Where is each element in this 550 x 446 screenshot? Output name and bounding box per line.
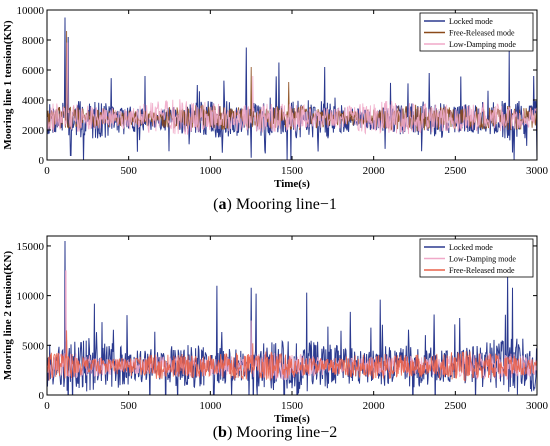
y-axis-label: Mooring line 1 tension(KN) <box>2 20 14 150</box>
y-tick-label: 10000 <box>17 291 45 303</box>
x-tick-label: 3000 <box>526 165 549 177</box>
legend-entry: Locked mode <box>449 243 493 252</box>
x-tick-label: 1000 <box>199 400 222 412</box>
x-tick-label: 1500 <box>281 165 304 177</box>
x-tick-label: 3000 <box>526 400 549 412</box>
chart-2: 0 500 1000 1500 2000 2500 3000 0 5000 10000 15000 T… <box>2 235 549 425</box>
x-tick-label: 2000 <box>363 400 386 412</box>
caption-b-letter: b <box>218 424 227 441</box>
caption-b: (b) Mooring line−2 <box>212 424 338 441</box>
caption-a-text: Mooring line−1 <box>235 196 337 213</box>
y-tick-label: 2000 <box>22 125 45 137</box>
y-axis-label: Mooring line 2 tension(KN) <box>2 251 14 381</box>
x-tick-label: 1500 <box>281 400 304 412</box>
legend-entry: Locked mode <box>449 17 493 26</box>
caption-b-text: Mooring line−2 <box>236 424 338 441</box>
x-tick-label: 2500 <box>444 400 467 412</box>
x-tick-label: 0 <box>44 165 50 177</box>
legend-entry: Free-Released mode <box>449 266 515 275</box>
chart-1: 0 500 1000 1500 2000 2500 3000 0 2000 4000 6000 800… <box>2 5 549 190</box>
plot-area <box>47 240 537 395</box>
legend-entry: Low-Damping mode <box>449 255 516 264</box>
legend-entry: Free-Released mode <box>449 29 515 38</box>
y-tick-label: 6000 <box>22 65 45 77</box>
y-tick-label: 15000 <box>17 241 45 253</box>
x-tick-label: 1000 <box>199 165 222 177</box>
caption-a-letter: a <box>218 196 227 213</box>
x-axis-label: Time(s) <box>274 178 310 190</box>
x-axis-label: Time(s) <box>274 413 310 425</box>
x-tick-label: 500 <box>120 165 137 177</box>
y-tick-label: 8000 <box>22 35 45 47</box>
y-tick-label: 0 <box>39 155 45 167</box>
series-line-3 <box>47 330 537 382</box>
y-tick-label: 10000 <box>17 5 45 17</box>
x-tick-label: 500 <box>120 400 137 412</box>
y-tick-label: 0 <box>39 390 45 402</box>
x-tick-label: 2500 <box>444 165 467 177</box>
y-tick-label: 5000 <box>22 340 45 352</box>
caption-a: (a) Mooring line−1 <box>213 196 337 213</box>
y-tick-label: 4000 <box>22 95 45 107</box>
x-tick-label: 0 <box>44 400 50 412</box>
x-tick-label: 2000 <box>363 165 386 177</box>
series-line-3 <box>47 42 537 135</box>
plot-area <box>47 17 537 160</box>
legend-entry: Low-Damping mode <box>449 40 516 49</box>
